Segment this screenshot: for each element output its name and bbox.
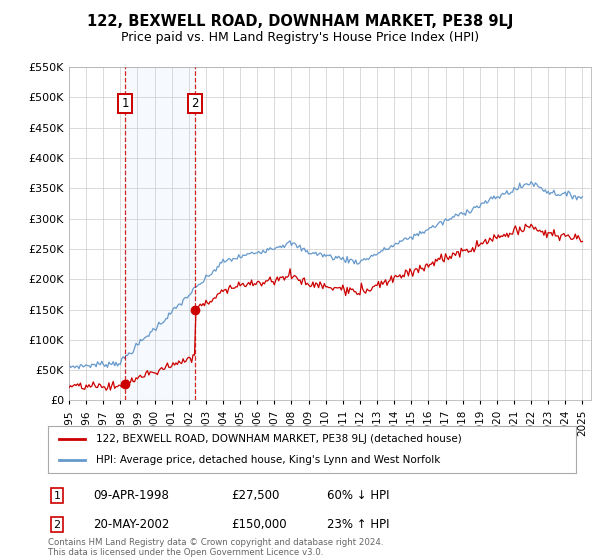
Bar xyxy=(125,67,196,400)
Text: 60% ↓ HPI: 60% ↓ HPI xyxy=(327,489,389,502)
Text: 122, BEXWELL ROAD, DOWNHAM MARKET, PE38 9LJ (detached house): 122, BEXWELL ROAD, DOWNHAM MARKET, PE38 … xyxy=(95,434,461,444)
Text: HPI: Average price, detached house, King's Lynn and West Norfolk: HPI: Average price, detached house, King… xyxy=(95,455,440,465)
Text: 09-APR-1998: 09-APR-1998 xyxy=(93,489,169,502)
Text: 2: 2 xyxy=(191,97,199,110)
Text: £150,000: £150,000 xyxy=(231,518,287,531)
Text: 122, BEXWELL ROAD, DOWNHAM MARKET, PE38 9LJ: 122, BEXWELL ROAD, DOWNHAM MARKET, PE38 … xyxy=(87,14,513,29)
Text: 2: 2 xyxy=(53,520,61,530)
Text: Contains HM Land Registry data © Crown copyright and database right 2024.
This d: Contains HM Land Registry data © Crown c… xyxy=(48,538,383,557)
Text: 20-MAY-2002: 20-MAY-2002 xyxy=(93,518,169,531)
Text: 1: 1 xyxy=(53,491,61,501)
Text: 1: 1 xyxy=(121,97,129,110)
Text: Price paid vs. HM Land Registry's House Price Index (HPI): Price paid vs. HM Land Registry's House … xyxy=(121,31,479,44)
Text: 23% ↑ HPI: 23% ↑ HPI xyxy=(327,518,389,531)
Text: £27,500: £27,500 xyxy=(231,489,280,502)
